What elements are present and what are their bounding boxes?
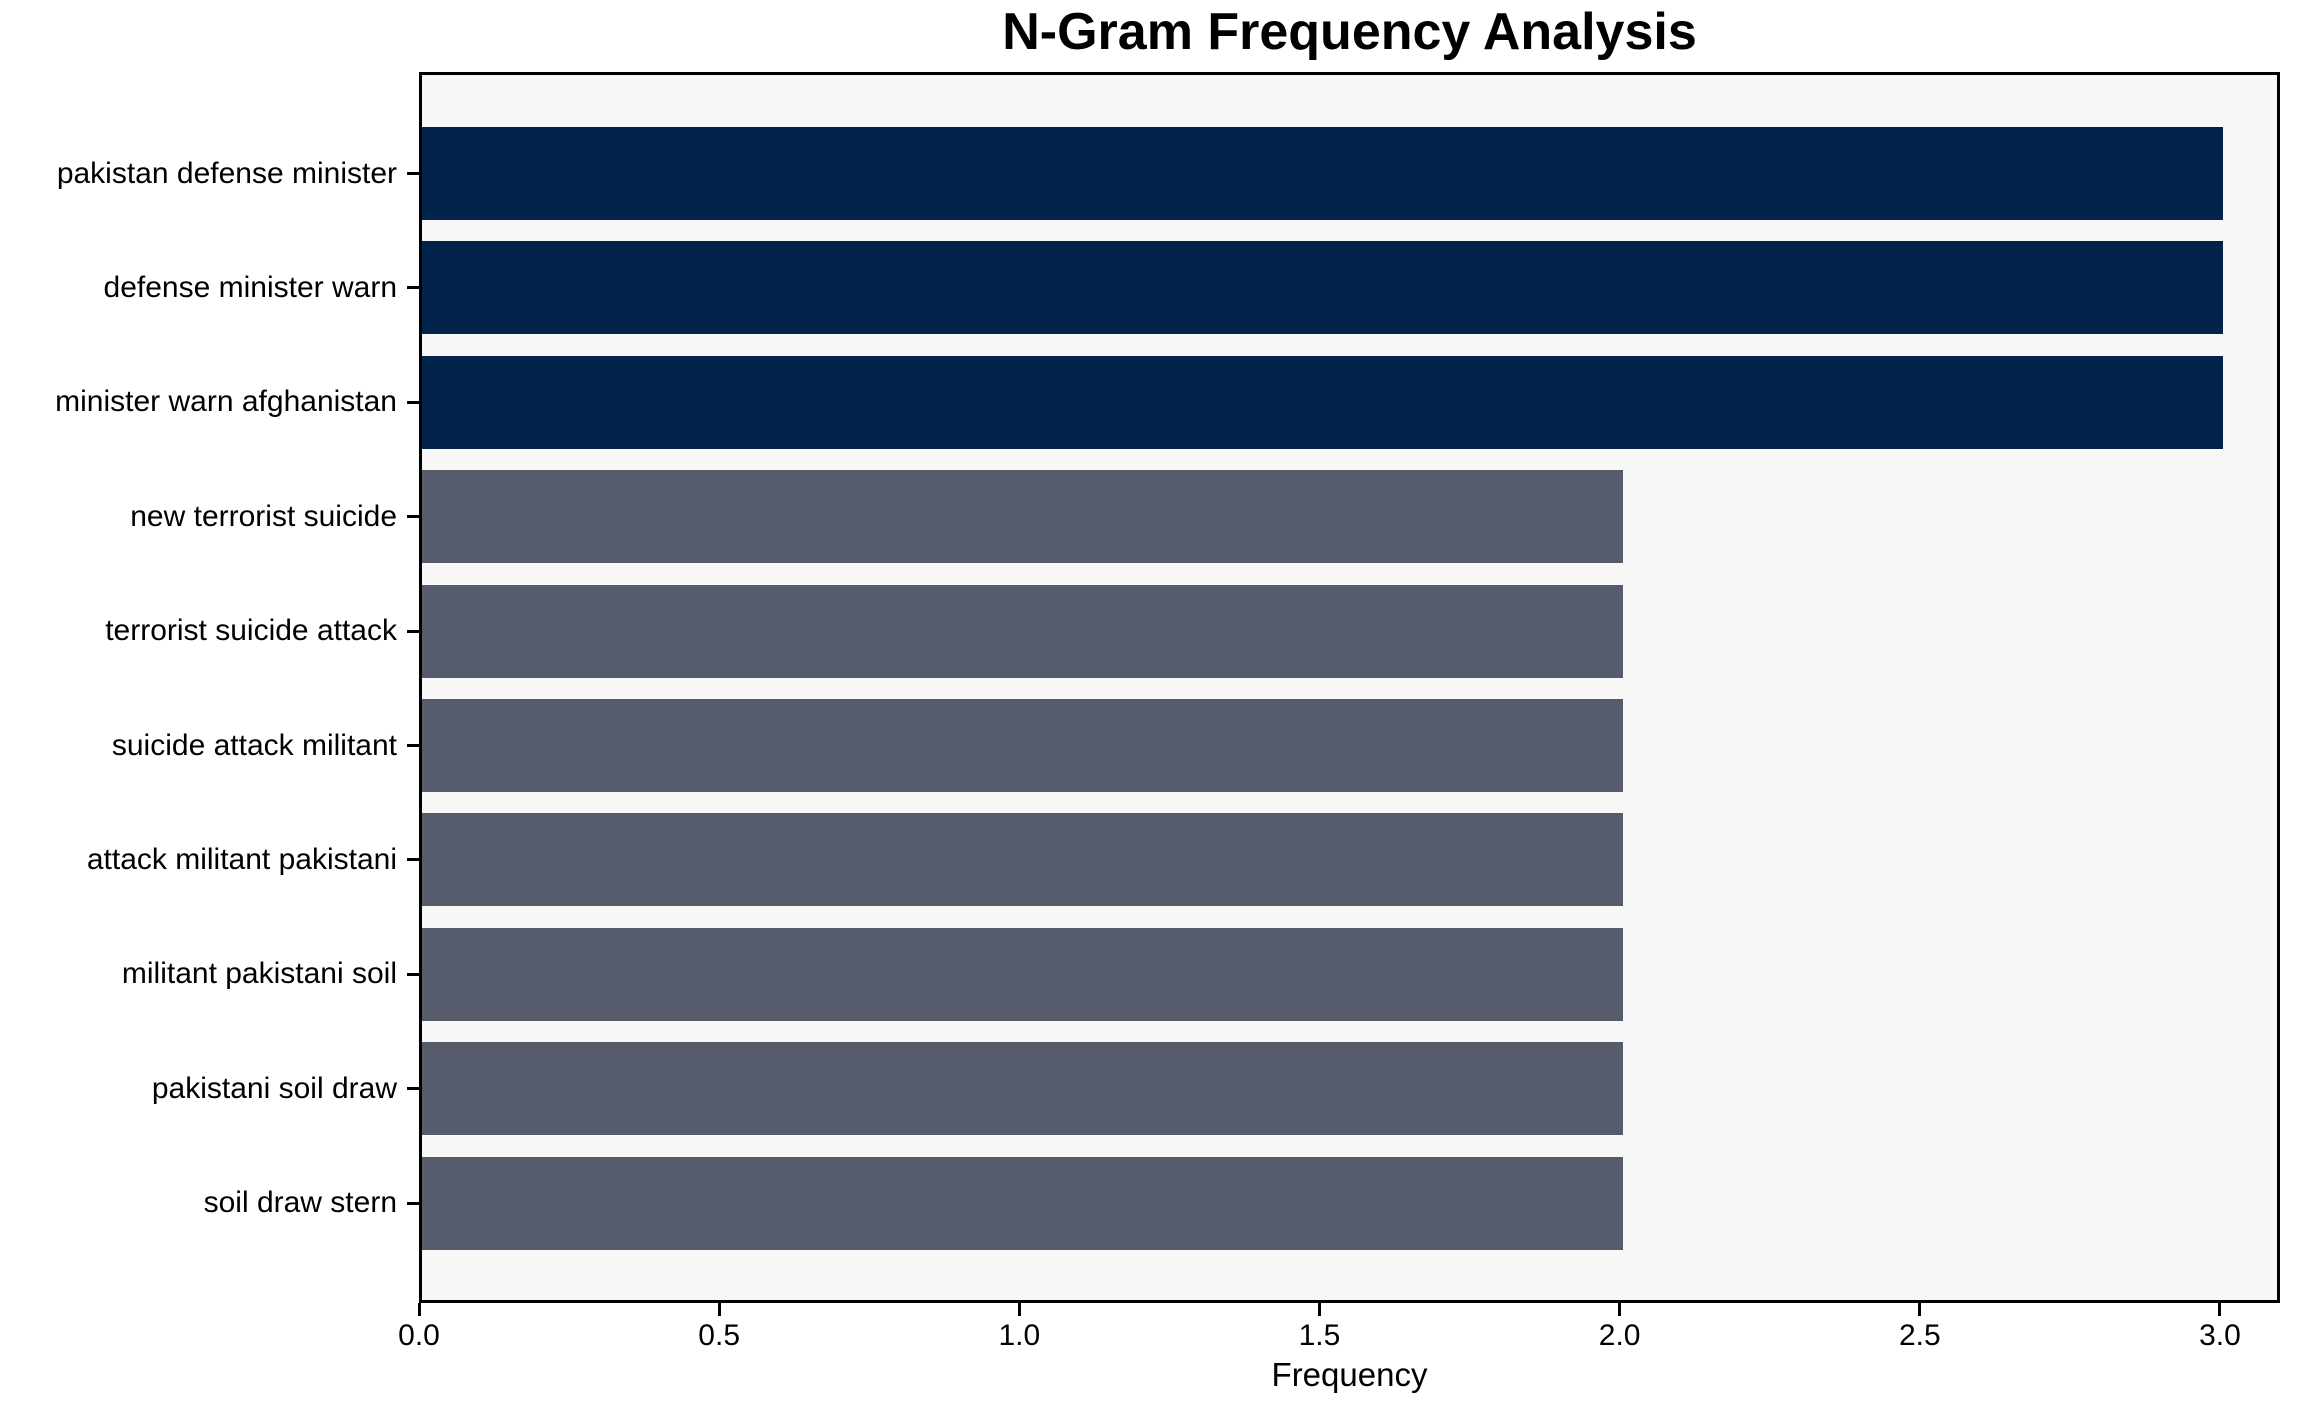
y-tick-mark	[407, 629, 419, 633]
x-tick-label: 0.5	[698, 1319, 741, 1352]
x-tick-label: 2.5	[1898, 1319, 1941, 1352]
y-tick-mark	[407, 172, 419, 175]
y-tick-label: attack militant pakistani	[86, 842, 397, 876]
y-tick-mark	[407, 286, 419, 290]
bar	[422, 127, 2223, 220]
y-tick-label: pakistan defense minister	[56, 156, 397, 190]
x-tick-mark	[1317, 1303, 1321, 1316]
y-tick-mark	[407, 858, 419, 862]
x-tick-label: 0.0	[398, 1319, 440, 1352]
y-tick-mark	[407, 744, 419, 747]
y-tick-label: new terrorist suicide	[130, 499, 397, 533]
x-tick-mark	[1918, 1303, 1922, 1316]
chart-title: N-Gram Frequency Analysis	[1002, 3, 1697, 61]
bar	[422, 699, 1623, 792]
y-tick-mark	[407, 400, 419, 404]
y-tick-mark	[407, 515, 419, 519]
y-tick-label: suicide attack militant	[111, 728, 397, 762]
x-tick-mark	[717, 1303, 721, 1316]
bar	[422, 927, 1623, 1021]
x-tick-mark	[1017, 1303, 1021, 1316]
y-tick-label: terrorist suicide attack	[105, 614, 397, 648]
y-tick-mark	[407, 972, 419, 976]
x-tick-label: 1.5	[1298, 1319, 1341, 1352]
y-tick-mark	[407, 1201, 419, 1205]
bar	[422, 241, 2223, 335]
bar	[422, 1156, 1623, 1250]
y-tick-label: soil draw stern	[203, 1186, 397, 1220]
plot-area	[419, 72, 2280, 1303]
x-tick-mark	[1618, 1303, 1622, 1316]
x-tick-mark	[2218, 1303, 2222, 1316]
y-tick-label: minister warn afghanistan	[55, 385, 397, 419]
y-tick-mark	[407, 1087, 419, 1091]
x-axis-title: Frequency	[1271, 1356, 1428, 1393]
y-tick-label: defense minister warn	[103, 270, 397, 304]
bar	[422, 355, 2223, 449]
bar	[422, 813, 1623, 907]
x-tick-mark	[417, 1303, 421, 1316]
x-tick-label: 1.0	[998, 1319, 1041, 1352]
x-tick-label: 2.0	[1598, 1319, 1641, 1352]
bar	[422, 584, 1623, 678]
x-tick-label: 3.0	[2199, 1319, 2241, 1352]
bar	[422, 470, 1623, 564]
y-tick-label: pakistani soil draw	[151, 1071, 397, 1105]
y-tick-label: militant pakistani soil	[121, 957, 397, 991]
bar	[422, 1042, 1623, 1136]
